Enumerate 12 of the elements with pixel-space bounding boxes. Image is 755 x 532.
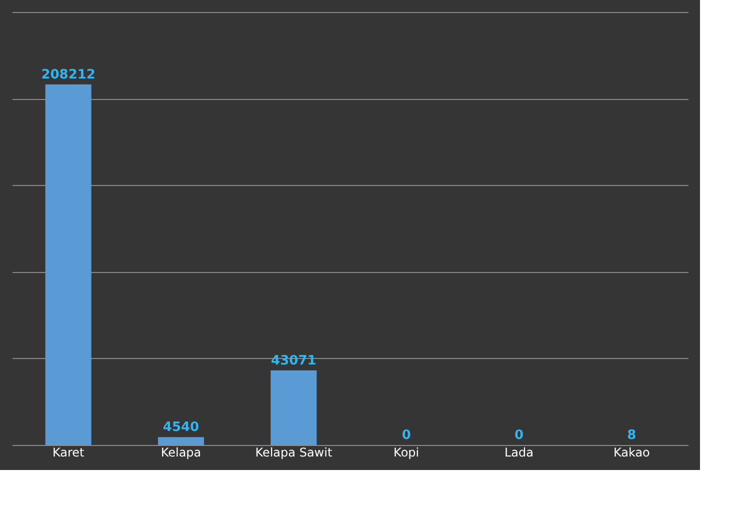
x-tick-label: Kelapa Sawit bbox=[255, 446, 332, 460]
x-tick-label: Kopi bbox=[394, 446, 420, 460]
data-label: 8 bbox=[627, 428, 636, 443]
data-label: 0 bbox=[402, 428, 411, 443]
data-label: 208212 bbox=[41, 67, 96, 82]
data-label: 0 bbox=[514, 428, 524, 443]
x-tick-label: Lada bbox=[504, 446, 534, 460]
data-label: 43071 bbox=[271, 353, 316, 368]
data-label: 4540 bbox=[162, 420, 200, 436]
x-tick-label: Kelapa bbox=[160, 446, 202, 460]
x-tick-label: Karet bbox=[52, 446, 85, 460]
x-tick-label: Kakao bbox=[613, 446, 650, 460]
